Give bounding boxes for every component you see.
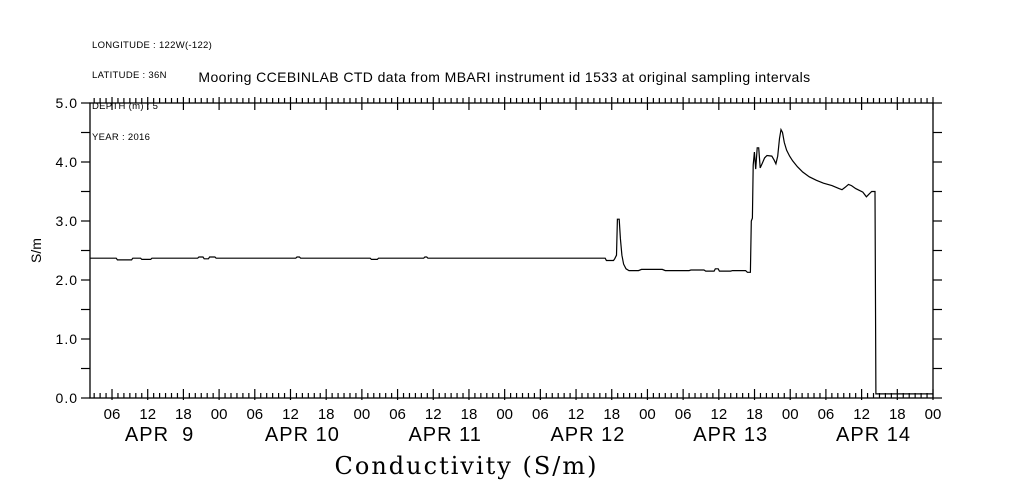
plot-frame [89, 102, 934, 399]
day-label: APR 13 [693, 424, 768, 446]
data-line-conductivity [90, 127, 933, 395]
hour-tick-label: 12 [853, 406, 870, 423]
hour-tick-label: 00 [211, 406, 228, 423]
hour-tick-label: 06 [818, 406, 835, 423]
hour-tick-label: 18 [889, 406, 906, 423]
chart-title: Mooring CCEBINLAB CTD data from MBARI in… [198, 69, 811, 85]
hour-tick-label: 00 [925, 406, 942, 423]
hour-tick-label: 00 [354, 406, 371, 423]
hour-tick-label: 12 [139, 406, 156, 423]
y-tick-label: 4.0 [56, 154, 78, 170]
y-tick-label: 0.0 [56, 390, 78, 406]
day-label: APR 9 [125, 424, 194, 446]
hour-tick-label: 00 [782, 406, 799, 423]
hour-tick-label: 06 [104, 406, 121, 423]
day-label: APR 10 [265, 424, 340, 446]
hour-tick-label: 00 [639, 406, 656, 423]
y-tick-label: 2.0 [56, 272, 78, 288]
metadata-line-depth: DEPTH (m) : 5 [92, 101, 159, 113]
hour-tick-label: 18 [603, 406, 620, 423]
y-tick-label: 3.0 [56, 213, 78, 229]
metadata-line-latitude: LATITUDE : 36N [92, 70, 167, 82]
hour-tick-label: 12 [710, 406, 727, 423]
metadata-line-longitude: LONGITUDE : 122W(-122) [92, 39, 213, 51]
hour-tick-label: 06 [532, 406, 549, 423]
y-tick-label: 5.0 [56, 95, 78, 111]
hour-tick-label: 12 [425, 406, 442, 423]
metadata-line-year: YEAR : 2016 [92, 132, 151, 144]
hour-tick-label: 00 [496, 406, 513, 423]
hour-tick-label: 06 [675, 406, 692, 423]
hour-tick-label: 18 [461, 406, 478, 423]
metadata-block: LONGITUDE : 122W(-122) LATITUDE : 36N DE… [92, 20, 212, 164]
hour-tick-label: 06 [246, 406, 263, 423]
day-label: APR 12 [550, 424, 625, 446]
y-axis-title: S/m [28, 238, 44, 263]
hour-tick-label: 18 [318, 406, 335, 423]
x-axis-title: Conductivity (S/m) [334, 452, 599, 480]
hour-tick-label: 18 [746, 406, 763, 423]
hour-tick-label: 12 [568, 406, 585, 423]
hour-tick-label: 06 [389, 406, 406, 423]
hour-tick-label: 18 [175, 406, 192, 423]
y-tick-label: 1.0 [56, 331, 78, 347]
day-label: APR 14 [836, 424, 911, 446]
day-label: APR 11 [408, 424, 481, 446]
hour-tick-label: 12 [282, 406, 299, 423]
